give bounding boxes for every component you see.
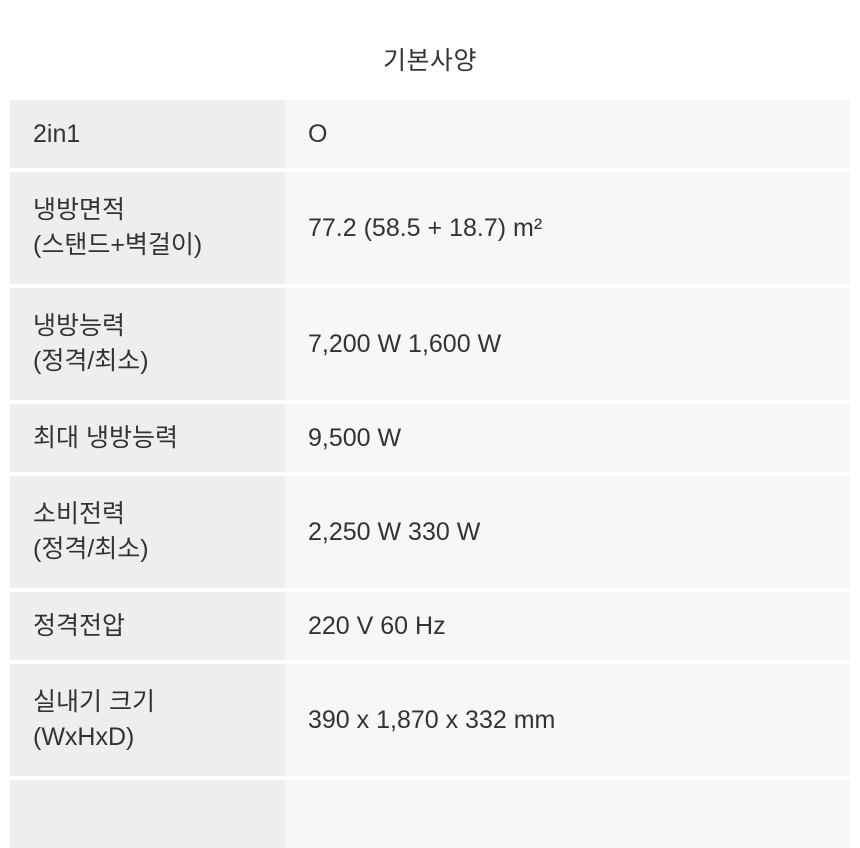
spec-value-cell: 2,250 W 330 W bbox=[285, 476, 850, 588]
table-row: 2in1 O bbox=[10, 100, 850, 168]
spec-label-cell: 2in1 bbox=[10, 100, 285, 168]
spec-value-cell: 9,500 W bbox=[285, 404, 850, 472]
spec-label-cell bbox=[10, 780, 285, 848]
spec-value-cell: 220 V 60 Hz bbox=[285, 592, 850, 660]
table-row: 냉방면적 (스탠드+벽걸이) 77.2 (58.5 + 18.7) m² bbox=[10, 172, 850, 284]
spec-value-cell: 7,200 W 1,600 W bbox=[285, 288, 850, 400]
spec-table: 2in1 O 냉방면적 (스탠드+벽걸이) 77.2 (58.5 + 18.7)… bbox=[10, 100, 850, 848]
table-row bbox=[10, 780, 850, 848]
table-row: 소비전력 (정격/최소) 2,250 W 330 W bbox=[10, 476, 850, 588]
spec-value-cell bbox=[285, 780, 850, 848]
spec-value-cell: 390 x 1,870 x 332 mm bbox=[285, 664, 850, 776]
spec-label-cell: 냉방능력 (정격/최소) bbox=[10, 288, 285, 400]
spec-label-cell: 냉방면적 (스탠드+벽걸이) bbox=[10, 172, 285, 284]
spec-value-cell: 77.2 (58.5 + 18.7) m² bbox=[285, 172, 850, 284]
page-title: 기본사양 bbox=[382, 47, 477, 75]
table-row: 정격전압 220 V 60 Hz bbox=[10, 592, 850, 660]
spec-label-cell: 실내기 크기 (WxHxD) bbox=[10, 664, 285, 776]
spec-label-cell: 소비전력 (정격/최소) bbox=[10, 476, 285, 588]
table-row: 실내기 크기 (WxHxD) 390 x 1,870 x 332 mm bbox=[10, 664, 850, 776]
spec-label-cell: 최대 냉방능력 bbox=[10, 404, 285, 472]
table-row: 냉방능력 (정격/최소) 7,200 W 1,600 W bbox=[10, 288, 850, 400]
table-row: 최대 냉방능력 9,500 W bbox=[10, 404, 850, 472]
spec-label-cell: 정격전압 bbox=[10, 592, 285, 660]
spec-value-cell: O bbox=[285, 100, 850, 168]
